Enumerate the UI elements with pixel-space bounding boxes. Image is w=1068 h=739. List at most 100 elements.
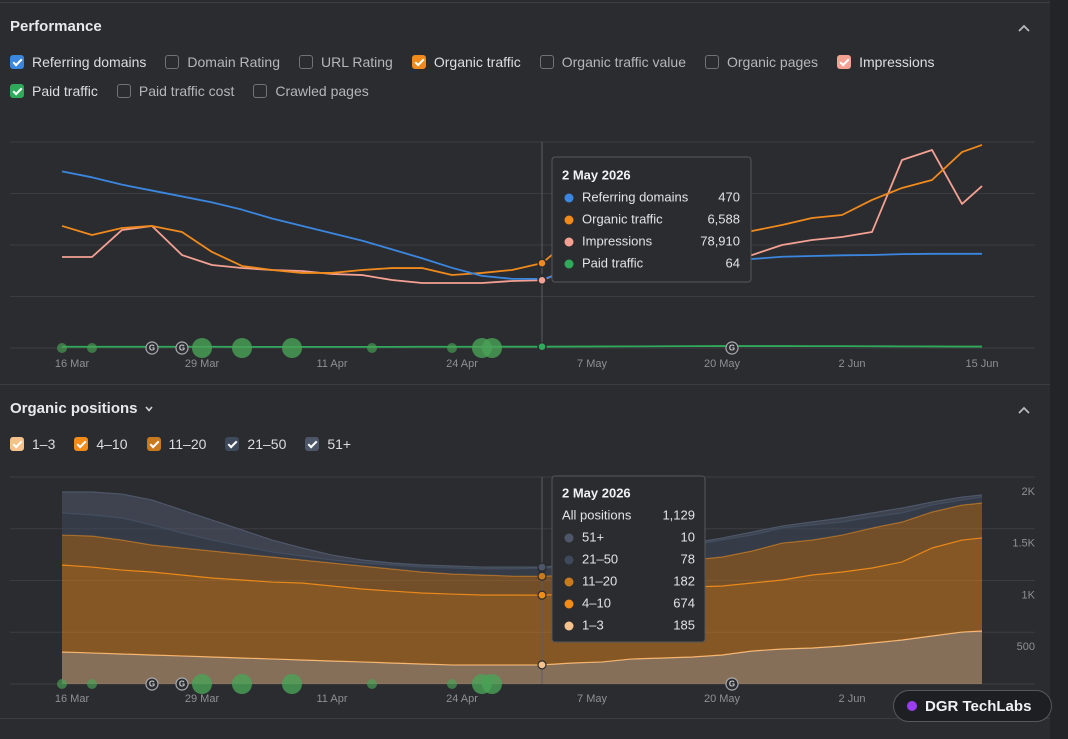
x-tick-label: 2 Jun [839, 693, 866, 705]
event-bubble [447, 679, 457, 689]
update-icon [175, 341, 189, 355]
area-fill [62, 537, 982, 665]
collapse-button[interactable] [1016, 20, 1032, 36]
checkbox [146, 437, 161, 451]
event-bubble [232, 674, 252, 694]
checkbox-item[interactable]: URL Rating [299, 53, 393, 71]
area-line [61, 537, 983, 596]
tooltip-label: 21–50 [582, 551, 618, 566]
hover-dot [537, 275, 547, 286]
area-fill [62, 497, 982, 577]
checkbox [299, 55, 313, 69]
tooltip-value: 674 [673, 595, 695, 610]
series-line [62, 345, 982, 348]
tooltip-value: 185 [673, 617, 695, 632]
checkbox-item[interactable]: Organic traffic [411, 53, 521, 71]
update-icon [145, 677, 159, 691]
tooltip-label: 51+ [582, 529, 604, 544]
hover-dot [537, 258, 547, 268]
x-tick-label: 29 Mar [185, 358, 220, 370]
x-tick-label: 11 Apr [317, 358, 348, 370]
checkbox-label: Domain Rating [187, 54, 280, 70]
update-icon-label: G [149, 680, 155, 689]
series-line [61, 144, 983, 276]
position-toggles: 1–3 4–10 11–20 21–50 51+ [10, 435, 1040, 453]
checkbox [165, 55, 180, 69]
checkbox-label: Referring domains [32, 54, 147, 70]
y-tick-label: 1.5K [1012, 538, 1035, 550]
checkbox-label: 11–20 [168, 436, 207, 452]
checkbox [253, 84, 268, 98]
section-title-text: Performance [10, 18, 102, 35]
divider [0, 2, 1050, 3]
x-tick-label: 29 Mar [185, 693, 220, 705]
checkbox [116, 84, 131, 98]
series-line [61, 170, 982, 280]
tooltip-swatch [564, 599, 574, 609]
divider [0, 384, 1050, 385]
event-bubble [482, 338, 502, 358]
hover-dot [537, 590, 547, 600]
event-bubble [192, 674, 212, 694]
checkbox-item[interactable]: Impressions [837, 53, 935, 71]
tooltip-value: 10 [681, 529, 695, 544]
checkbox [74, 437, 89, 451]
checkbox-label: 51+ [327, 436, 352, 452]
checkbox-item[interactable]: Organic traffic value [539, 53, 686, 71]
event-bubble [87, 679, 97, 689]
badge-dot [907, 701, 917, 711]
checkbox-item[interactable]: Paid traffic [10, 82, 98, 100]
event-bubble [232, 338, 252, 358]
tooltip-title: 2 May 2026 [562, 167, 631, 182]
event-bubble [282, 338, 302, 358]
y-tick-label: 500 [1017, 641, 1035, 653]
checkbox-label: 4–10 [96, 436, 128, 452]
checkbox-item[interactable]: Crawled pages [253, 82, 369, 100]
x-tick-label: 24 Apr [446, 358, 478, 370]
tooltip-value: 6,588 [707, 211, 740, 226]
event-bubble [57, 343, 67, 353]
event-bubble [447, 343, 457, 353]
checkbox-item[interactable]: 11–20 [146, 435, 207, 453]
checkbox-item[interactable]: Domain Rating [165, 53, 280, 71]
checkbox [411, 55, 426, 69]
checkbox-item[interactable]: 4–10 [74, 435, 128, 453]
checkbox-label: Paid traffic [32, 83, 98, 99]
x-tick-label: 7 May [577, 693, 607, 705]
tooltip-swatch [564, 621, 574, 631]
checkbox [10, 84, 24, 98]
checkbox-label: URL Rating [321, 54, 393, 70]
x-tick-label: 15 Jun [965, 358, 998, 370]
checkbox-item[interactable]: Paid traffic cost [116, 82, 234, 100]
update-icon-label: G [729, 344, 735, 353]
tooltip-swatch [564, 259, 574, 269]
y-tick-label: 2K [1022, 486, 1036, 498]
checkbox [705, 55, 719, 69]
tooltip-value: 78 [681, 551, 695, 566]
checkbox-item[interactable]: 1–3 [10, 435, 55, 453]
update-icon [725, 677, 739, 691]
hover-dot [537, 562, 547, 572]
checkbox-label: Crawled pages [275, 83, 369, 99]
update-icon-label: G [179, 680, 185, 689]
section-title[interactable]: Organic positions [10, 400, 154, 417]
checkbox-item[interactable]: Referring domains [10, 53, 146, 71]
tooltip-label: 11–20 [582, 573, 617, 588]
checkbox-item[interactable]: 51+ [305, 435, 351, 453]
area-line [61, 630, 983, 666]
divider [0, 718, 1050, 719]
tooltip-label: 4–10 [582, 595, 611, 610]
tooltip-label: 1–3 [582, 617, 604, 632]
collapse-button[interactable] [1016, 402, 1032, 418]
badge-text: DGR TechLabs [925, 697, 1032, 715]
checkbox-item[interactable]: Organic pages [705, 53, 818, 71]
update-icon [725, 341, 739, 355]
brand-badge[interactable]: DGR TechLabs [893, 690, 1052, 722]
tooltip-value: 1,129 [662, 507, 695, 522]
checkbox-item[interactable]: 21–50 [225, 435, 286, 453]
x-tick-label: 2 Jun [839, 358, 866, 370]
hover-dot [537, 660, 547, 670]
update-icon-label: G [179, 344, 185, 353]
